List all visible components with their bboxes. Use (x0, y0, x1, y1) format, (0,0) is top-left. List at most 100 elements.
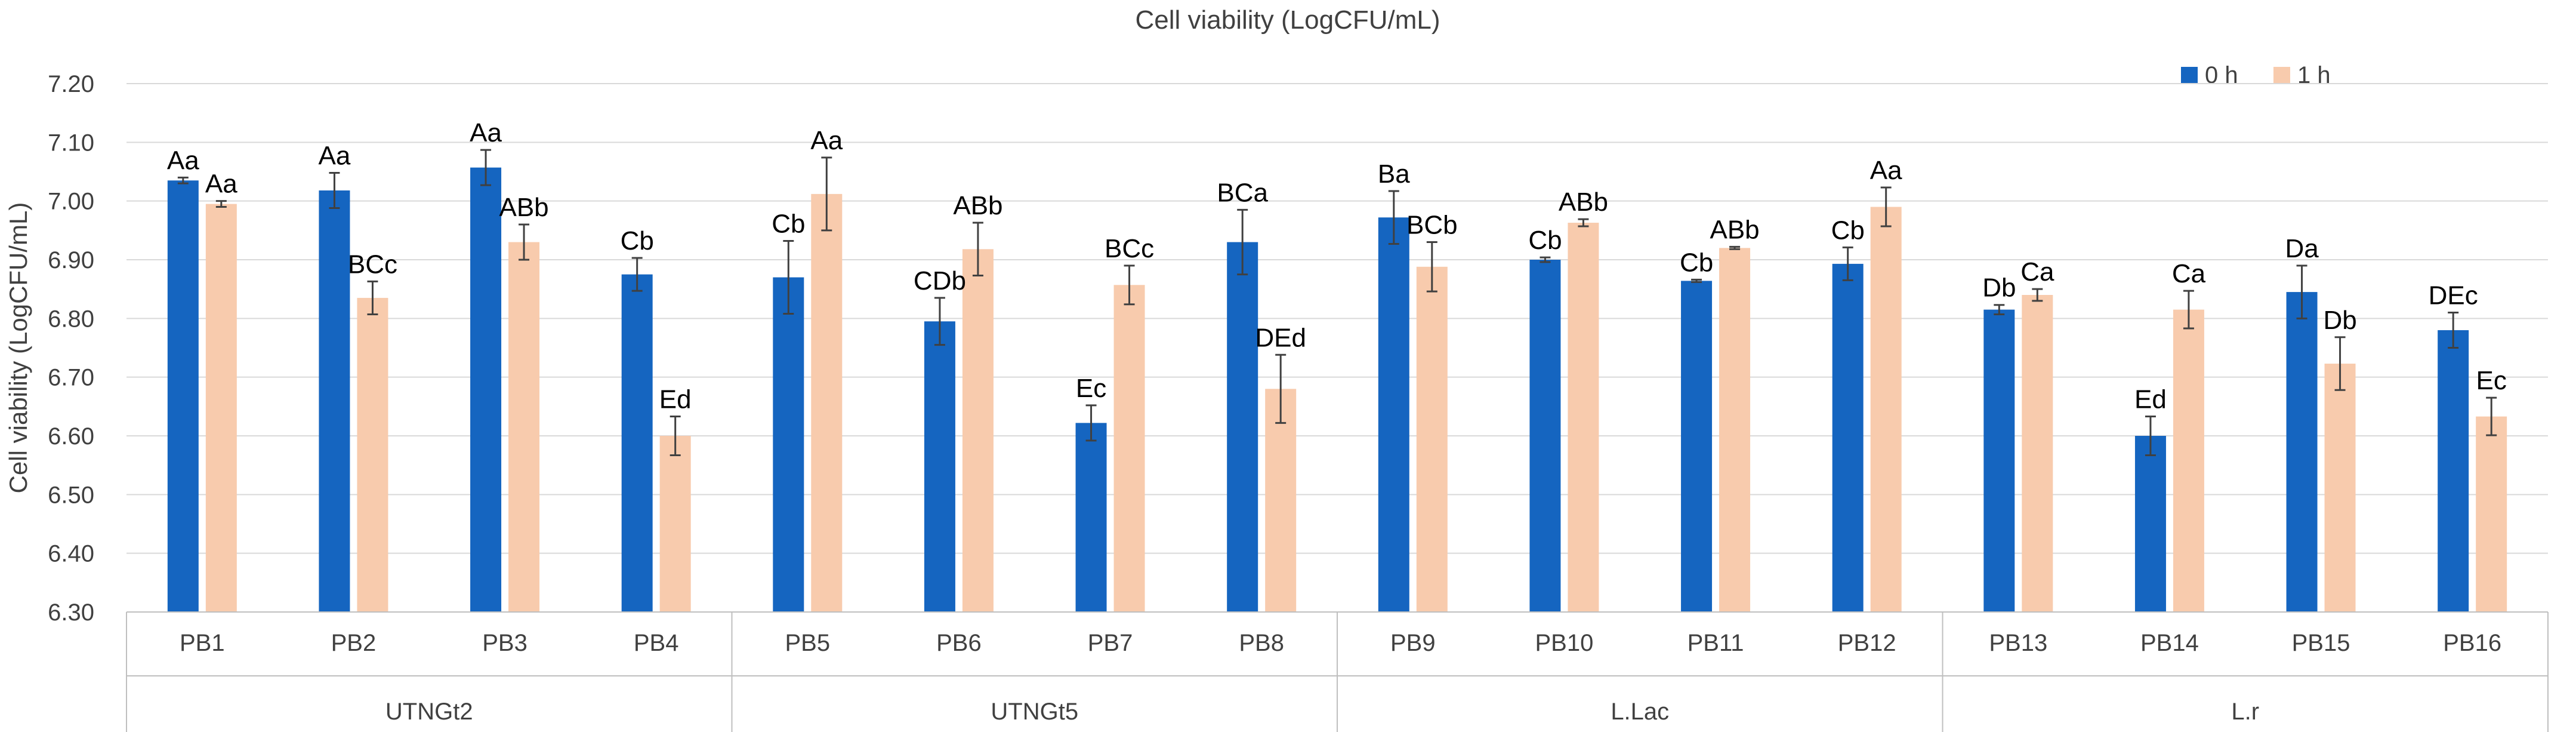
bar-pb12-0h (1832, 263, 1864, 613)
x-tick-label: PB1 (180, 630, 225, 656)
data-label: Aa (205, 170, 237, 199)
x-tick-label: PB5 (785, 630, 831, 656)
bar-pb13-0h (1983, 309, 2015, 612)
legend-swatch-1h (2273, 67, 2290, 84)
data-label: Db (2323, 306, 2356, 335)
x-tick-label: PB3 (482, 630, 527, 656)
y-tick-label: 6.50 (48, 482, 94, 508)
group-label: UTNGt2 (385, 699, 473, 725)
data-label: Ba (1378, 159, 1410, 189)
data-label: Da (2285, 234, 2319, 263)
data-label: Cb (772, 210, 805, 239)
x-tick-label: PB12 (1838, 630, 1896, 656)
data-label: BCa (1217, 178, 1268, 207)
x-tick-label: PB8 (1239, 630, 1284, 656)
bar-pb5-0h (773, 277, 804, 612)
x-tick-label: PB6 (936, 630, 982, 656)
y-axis-label: Cell viability (LogCFU/mL) (4, 202, 32, 494)
data-labels: AaAaAaBCcAaABbCbEdCbAaCDbABbEcBCcBCaDEdB… (167, 118, 2507, 414)
bars (167, 167, 2507, 613)
error-bars (177, 149, 2497, 456)
x-tick-label: PB10 (1535, 630, 1594, 656)
y-tick-label: 7.10 (48, 130, 94, 156)
data-label: Ec (2476, 366, 2507, 395)
data-label: Ca (2020, 257, 2054, 287)
bar-pb9-1h (1416, 266, 1448, 612)
legend-swatch-0h (2181, 67, 2198, 84)
x-tick-label: PB13 (1989, 630, 2047, 656)
bar-pb8-0h (1227, 242, 1258, 612)
legend-label-1h: 1 h (2297, 62, 2331, 88)
y-tick-label: 6.60 (48, 423, 94, 450)
data-label: Ed (659, 385, 692, 414)
bar-pb6-1h (962, 249, 994, 612)
y-axis-ticks: 6.30 6.40 6.50 6.60 6.70 6.80 6.90 7.00 7.10 7.20 (48, 71, 94, 626)
data-label: ABb (1559, 187, 1608, 217)
data-label: DEc (2429, 281, 2478, 310)
legend-label-0h: 0 h (2205, 62, 2238, 88)
y-tick-label: 7.00 (48, 189, 94, 215)
data-label: Ec (1076, 374, 1106, 403)
y-tick-label: 6.70 (48, 365, 94, 391)
bar-pb4-1h (659, 436, 691, 612)
data-label: Aa (319, 141, 351, 170)
bar-pb1-0h (167, 180, 199, 612)
data-label: BCb (1406, 211, 1458, 240)
bar-pb13-1h (2022, 295, 2053, 612)
y-tick-label: 6.80 (48, 306, 94, 332)
data-label: Aa (1870, 156, 1902, 185)
data-label: Cb (1680, 248, 1713, 277)
bar-pb6-0h (924, 321, 955, 612)
y-tick-label: 7.20 (48, 71, 94, 97)
data-label: Ed (2134, 385, 2167, 414)
data-label: DEd (1255, 323, 1306, 352)
bar-pb5-1h (811, 193, 843, 612)
bar-pb14-0h (2134, 436, 2166, 612)
bar-pb10-1h (1568, 223, 1599, 612)
bar-pb7-0h (1075, 423, 1107, 612)
legend: 0 h 1 h (2181, 62, 2331, 88)
bar-pb14-1h (2173, 309, 2204, 612)
data-label: BCc (348, 250, 397, 279)
data-label: Ca (2172, 259, 2206, 288)
bar-pb7-1h (1113, 285, 1145, 612)
data-label: Cb (1831, 216, 1865, 245)
bar-pb11-1h (1719, 248, 1751, 612)
bar-pb2-1h (357, 297, 388, 613)
bar-pb9-0h (1378, 217, 1409, 612)
data-label: ABb (953, 191, 1002, 220)
bar-pb16-0h (2438, 330, 2469, 612)
bar-pb4-0h (621, 274, 653, 612)
x-axis: PB1 PB2 PB3 PB4 PB5 PB6 PB7 PB8 PB9 PB10 PB11 PB12 P… (126, 611, 2549, 732)
bar-pb10-0h (1529, 260, 1561, 612)
x-tick-label: PB7 (1088, 630, 1133, 656)
data-label: Cb (621, 226, 654, 256)
x-tick-label: PB2 (331, 630, 377, 656)
y-tick-label: 6.90 (48, 247, 94, 273)
bar-pb2-0h (319, 190, 350, 612)
data-label: Aa (167, 146, 199, 175)
x-tick-label: PB15 (2292, 630, 2350, 656)
chart-title: Cell viability (LogCFU/mL) (1135, 5, 1440, 35)
bar-pb8-1h (1265, 389, 1297, 612)
x-tick-label: PB11 (1687, 630, 1744, 656)
bar-pb1-1h (205, 204, 237, 612)
bar-pb3-1h (508, 242, 540, 612)
x-tick-label: PB16 (2443, 630, 2501, 656)
bar-pb16-1h (2476, 416, 2507, 612)
data-label: Db (1982, 273, 2016, 303)
y-tick-label: 6.30 (48, 599, 94, 626)
data-label: CDb (914, 266, 966, 296)
bar-pb11-0h (1681, 281, 1713, 612)
x-tick-label: PB9 (1390, 630, 1436, 656)
y-tick-label: 6.40 (48, 541, 94, 567)
bar-pb15-0h (2286, 292, 2318, 612)
data-label: Aa (470, 118, 502, 147)
data-label: ABb (499, 193, 548, 222)
data-label: BCc (1105, 234, 1154, 263)
group-label: UTNGt5 (991, 699, 1078, 725)
bar-pb12-1h (1870, 207, 1902, 612)
data-label: Aa (810, 126, 843, 155)
